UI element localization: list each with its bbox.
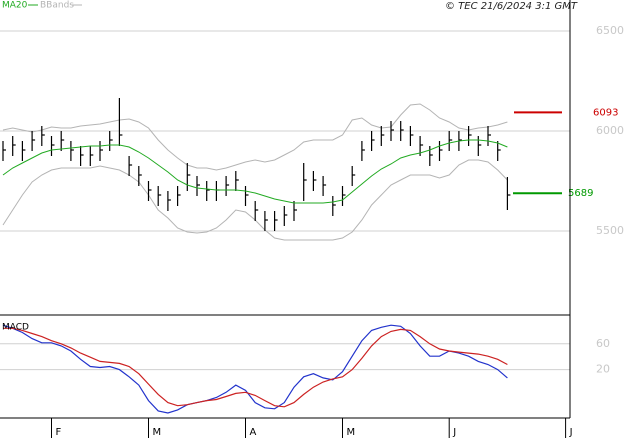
legend-entry: MA20 xyxy=(2,1,28,11)
y-tick-label: 20 xyxy=(596,363,610,376)
bband-line xyxy=(2,103,508,171)
x-tick-label: J xyxy=(569,427,573,438)
y-tick-label: 6500 xyxy=(596,24,624,37)
legend-entry: BBands xyxy=(40,1,74,11)
macd-line xyxy=(2,324,508,414)
x-tick-label: J xyxy=(452,427,456,438)
y-tick-label: 5500 xyxy=(596,224,624,237)
y-tick-label: 60 xyxy=(596,337,610,350)
price-marker-label: 6093 xyxy=(593,107,618,118)
x-tick-label: F xyxy=(56,427,62,438)
y-tick-label: 6000 xyxy=(596,124,624,137)
panel-title: MACD xyxy=(2,323,29,333)
price-marker-label: 5689 xyxy=(568,188,593,199)
x-tick-label: A xyxy=(250,427,257,438)
x-tick-label: M xyxy=(347,427,356,438)
macd-line xyxy=(3,327,508,408)
copyright: © TEC 21/6/2024 3:1 GMT xyxy=(445,1,578,12)
ma-line xyxy=(2,139,508,204)
x-tick-label: M xyxy=(153,427,162,438)
